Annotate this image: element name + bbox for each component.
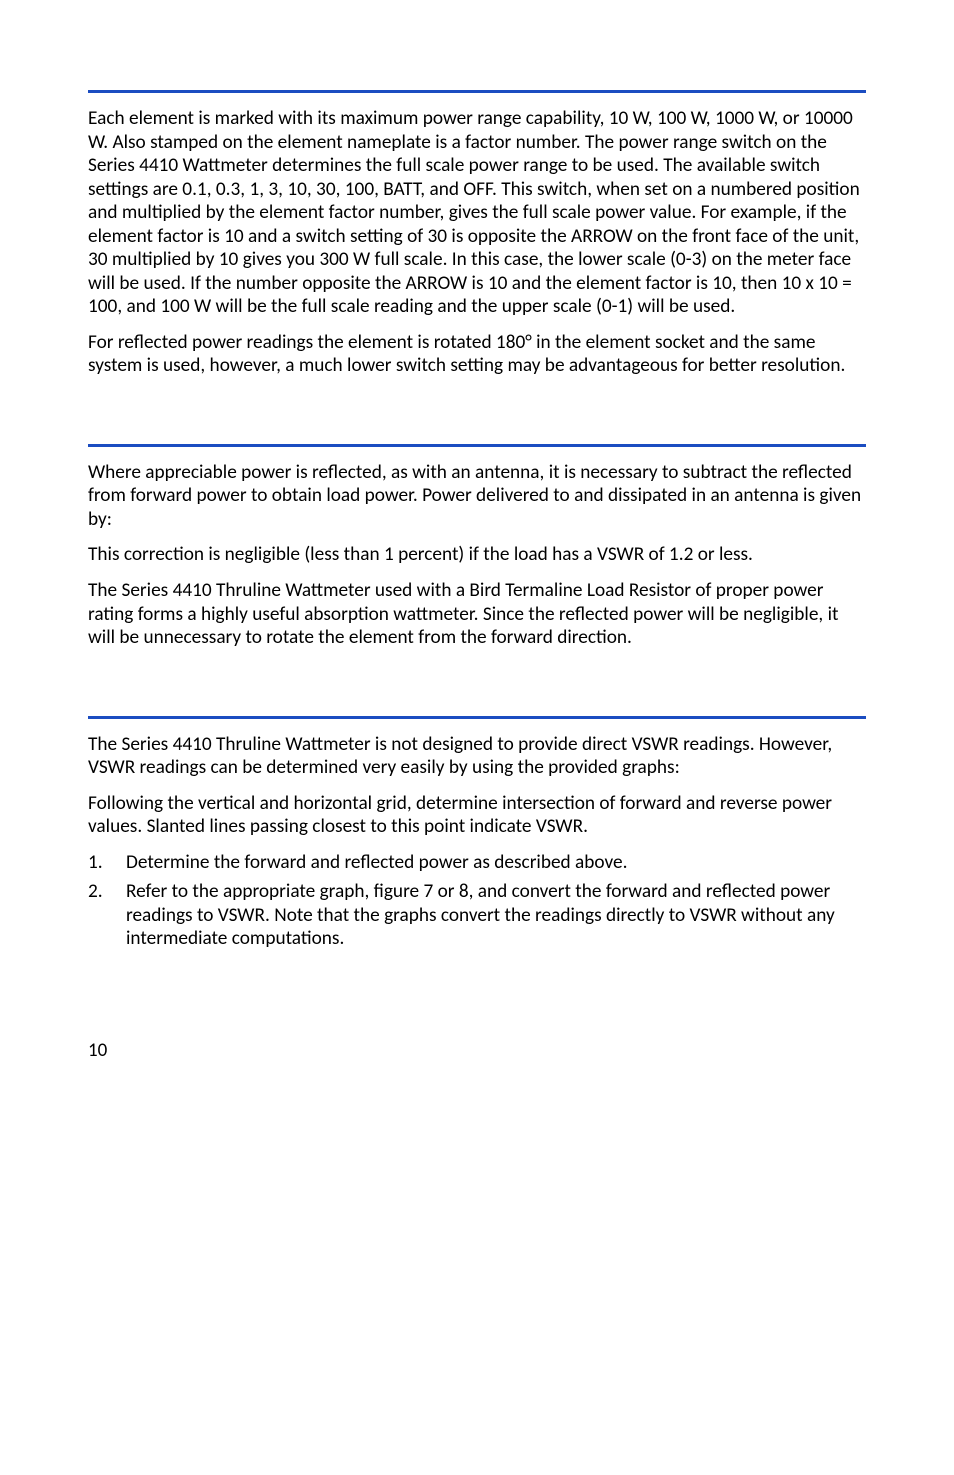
step-number: 2. — [88, 880, 103, 904]
step-text: Determine the forward and reflected powe… — [126, 851, 627, 874]
paragraph: Each element is marked with its maximum … — [88, 107, 866, 319]
list-item: 2. Refer to the appropriate graph, figur… — [88, 880, 866, 951]
paragraph: Where appreciable power is reflected, as… — [88, 461, 866, 532]
document-page: Each element is marked with its maximum … — [0, 0, 954, 1122]
section-divider — [88, 444, 866, 447]
paragraph: This correction is negligible (less than… — [88, 543, 866, 567]
step-text: Refer to the appropriate graph, figure 7… — [126, 880, 835, 950]
page-number: 10 — [88, 1039, 866, 1062]
section-divider — [88, 716, 866, 719]
list-item: 1. Determine the forward and reflected p… — [88, 851, 866, 875]
section-gap — [88, 662, 866, 716]
paragraph: Following the vertical and horizontal gr… — [88, 792, 866, 839]
step-number: 1. — [88, 851, 103, 875]
paragraph: The Series 4410 Thruline Wattmeter is no… — [88, 733, 866, 780]
paragraph: For reflected power readings the element… — [88, 331, 866, 378]
paragraph: The Series 4410 Thruline Wattmeter used … — [88, 579, 866, 650]
section-divider — [88, 90, 866, 93]
ordered-steps: 1. Determine the forward and reflected p… — [88, 851, 866, 951]
section-gap — [88, 390, 866, 444]
